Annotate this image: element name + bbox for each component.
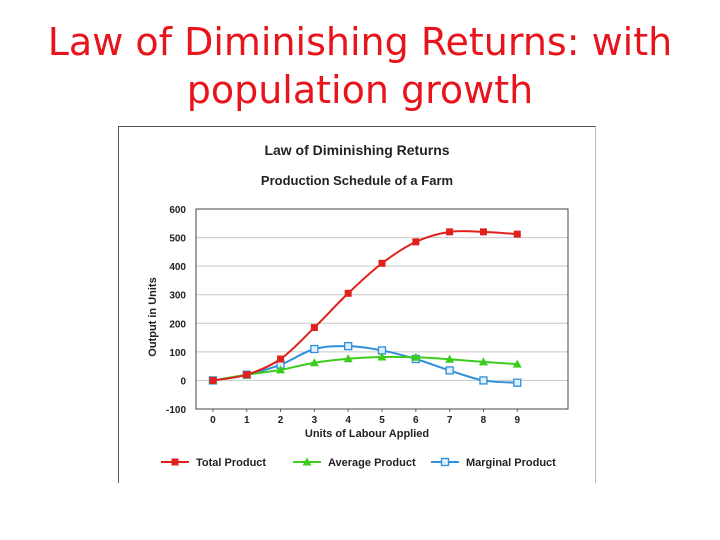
x-axis-label: Units of Labour Applied [305, 428, 429, 440]
data-point-total-product [209, 376, 217, 384]
x-tick-label: 3 [312, 415, 318, 426]
data-point-total-product [446, 228, 454, 236]
data-point-average-product [411, 352, 421, 361]
data-point-marginal-product [344, 341, 353, 351]
data-point-total-product [479, 228, 487, 236]
y-tick-label: 300 [169, 291, 186, 302]
y-tick-label: 500 [169, 234, 186, 245]
chart-title: Law of Diminishing Returns [264, 142, 449, 158]
data-point-average-product [343, 354, 353, 363]
x-tick-label: 9 [514, 415, 520, 426]
data-point-total-product [344, 289, 352, 297]
x-tick-label: 2 [278, 415, 284, 426]
legend-marker-marginal-product [440, 457, 450, 467]
data-point-total-product [513, 230, 521, 238]
series-line-average-product [212, 355, 518, 382]
slide-title-line-2: population growth [186, 68, 534, 112]
legend-label-total-product: Total Product [196, 457, 266, 469]
data-point-marginal-product [310, 344, 319, 354]
plot-border [195, 208, 569, 410]
y-tick-label: 200 [169, 319, 186, 330]
data-point-marginal-product [513, 378, 522, 387]
legend-marker-total-product [171, 458, 179, 466]
chart-frame: Law of Diminishing Returns Production Sch… [118, 126, 596, 483]
y-tick-label: 100 [169, 348, 186, 359]
y-tick-label: 600 [169, 205, 186, 216]
x-tick-label: 5 [379, 415, 385, 426]
data-point-average-product [478, 357, 488, 366]
legend-label-marginal-product: Marginal Product [466, 457, 556, 469]
data-point-total-product [243, 371, 251, 379]
data-point-average-product [309, 358, 319, 367]
data-point-marginal-product [479, 376, 488, 385]
x-tick-label: 4 [345, 415, 351, 426]
legend-label-average-product: Average Product [328, 457, 416, 469]
y-tick-label: -100 [166, 405, 186, 416]
y-tick-label: 0 [180, 376, 186, 387]
data-point-average-product [377, 352, 387, 361]
data-point-total-product [378, 259, 386, 267]
x-tick-label: 0 [210, 415, 216, 426]
data-point-marginal-product [445, 366, 454, 375]
production-chart: Law of Diminishing Returns Production Sch… [147, 142, 569, 469]
x-tick-label: 6 [413, 415, 419, 426]
data-point-average-product [512, 359, 522, 368]
data-point-total-product [412, 238, 420, 246]
series-line-total-product [212, 230, 518, 382]
data-point-total-product [310, 324, 318, 332]
x-tick-label: 8 [481, 415, 487, 426]
chart-subtitle: Production Schedule of a Farm [261, 173, 453, 188]
x-tick-label: 7 [447, 415, 453, 426]
data-point-total-product [277, 355, 285, 363]
y-axis-label: Output in Units [147, 277, 159, 356]
plot-area [196, 209, 568, 409]
slide-title: Law of Diminishing Returns: with populat… [20, 18, 700, 114]
y-tick-label: 400 [169, 262, 186, 273]
series-line-marginal-product [212, 345, 518, 384]
data-point-average-product [276, 365, 286, 374]
x-tick-label: 1 [244, 415, 250, 426]
legend-marker-average-product [302, 457, 312, 466]
data-point-average-product [445, 354, 455, 363]
slide-title-line-1: Law of Diminishing Returns: with [47, 20, 673, 64]
